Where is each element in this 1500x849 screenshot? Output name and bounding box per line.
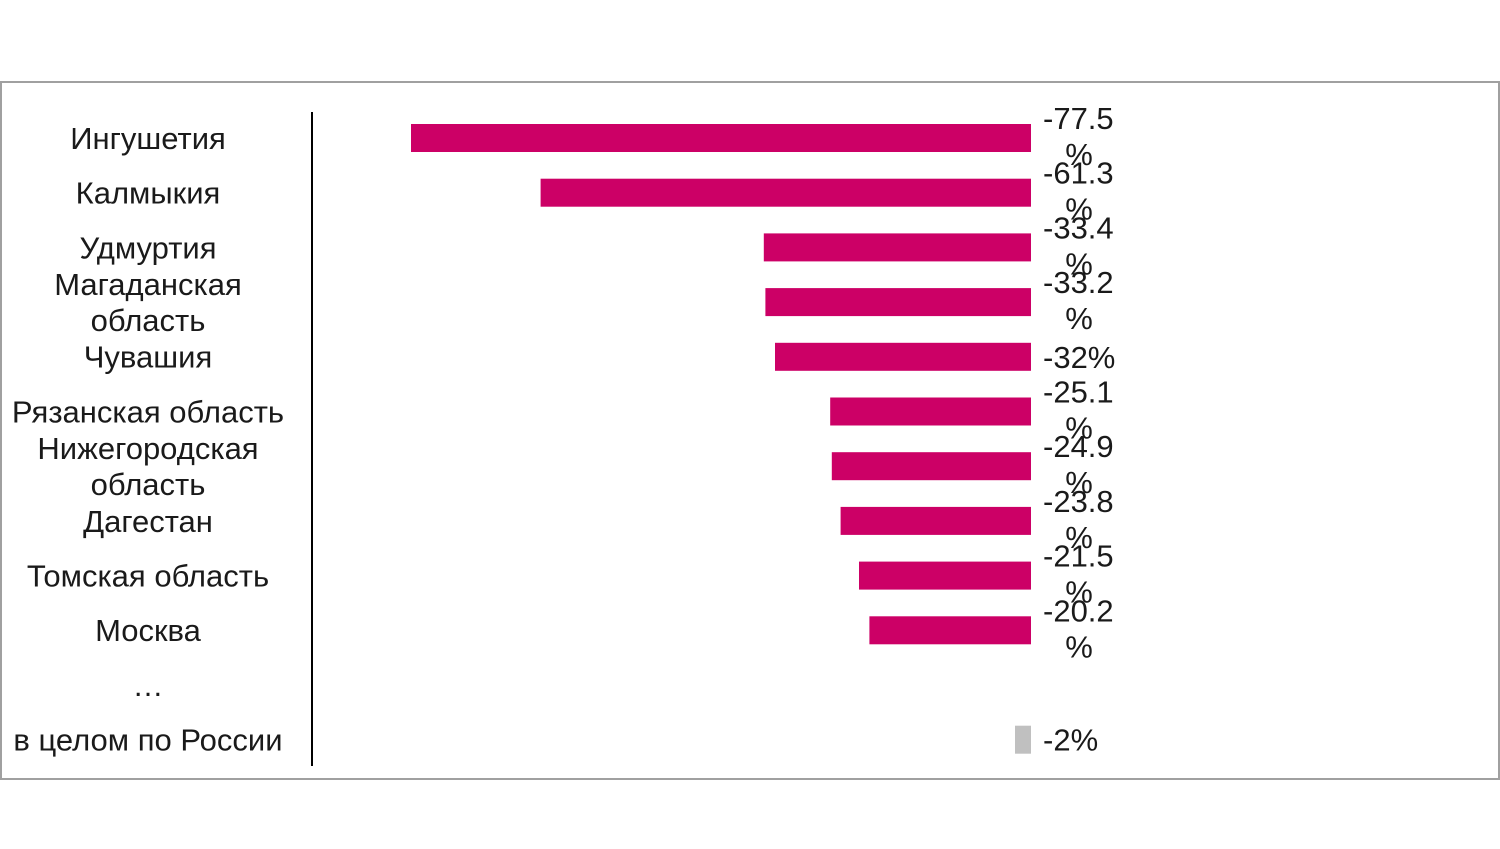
bar bbox=[763, 233, 1031, 262]
value-label-line: -23.8 bbox=[1043, 484, 1114, 519]
value-label-line: % bbox=[1065, 520, 1093, 555]
value-label-line: % bbox=[1065, 246, 1093, 281]
value-label: -77.5% bbox=[1043, 101, 1114, 172]
category-label: Чувашия bbox=[84, 340, 213, 375]
value-label-line: % bbox=[1065, 411, 1093, 446]
value-label-line: % bbox=[1065, 629, 1093, 664]
category-label: Ингушетия bbox=[70, 121, 226, 156]
value-label: -32% bbox=[1043, 340, 1115, 375]
bar bbox=[840, 506, 1031, 535]
value-label-line: -33.4 bbox=[1043, 210, 1114, 245]
bar bbox=[775, 342, 1031, 371]
value-label: -33.4% bbox=[1043, 210, 1114, 281]
category-label-line: Рязанская область bbox=[12, 394, 284, 429]
bar bbox=[411, 124, 1031, 152]
category-label: Рязанская область bbox=[12, 394, 284, 429]
category-label-line: область bbox=[91, 467, 206, 502]
value-label-line: % bbox=[1065, 301, 1093, 336]
value-label: -61.3% bbox=[1043, 156, 1114, 227]
category-label: Калмыкия bbox=[76, 176, 221, 211]
value-label-line: % bbox=[1065, 192, 1093, 227]
bar bbox=[831, 452, 1031, 481]
chart-marks: Ингушетия -77.5 % Калмыкия -61.3 % Удмуртия -33… bbox=[12, 101, 1115, 758]
value-label-line: -33.2 bbox=[1043, 265, 1114, 300]
category-label-line: Калмыкия bbox=[76, 176, 221, 211]
category-label-line: Чувашия bbox=[84, 340, 213, 375]
bar bbox=[830, 397, 1031, 426]
category-label: Москва bbox=[95, 613, 202, 648]
category-label: в целом по России bbox=[13, 723, 282, 758]
bar bbox=[869, 616, 1031, 645]
category-label: Удмуртия bbox=[79, 230, 216, 265]
category-label-line: область bbox=[91, 303, 206, 338]
category-label-line: Магаданская bbox=[54, 267, 242, 302]
value-label-line: -21.5 bbox=[1043, 539, 1114, 574]
category-label-line: Дагестан bbox=[83, 504, 213, 539]
category-label-line: Томская область bbox=[27, 558, 269, 593]
bar bbox=[765, 288, 1031, 317]
value-label: -33.2% bbox=[1043, 265, 1114, 336]
total-bar bbox=[1015, 725, 1031, 754]
value-label-line: -32% bbox=[1043, 340, 1115, 375]
bar bbox=[540, 178, 1031, 207]
value-label: -23.8% bbox=[1043, 484, 1114, 555]
value-label: -25.1% bbox=[1043, 375, 1114, 446]
category-label-line: Ингушетия bbox=[70, 121, 226, 156]
category-label: … bbox=[133, 668, 164, 703]
category-label-line: Москва bbox=[95, 613, 202, 648]
category-label-line: … bbox=[133, 668, 164, 703]
value-label-line: -20.2 bbox=[1043, 593, 1114, 628]
value-label-line: -61.3 bbox=[1043, 156, 1114, 191]
category-label-line: в целом по России bbox=[13, 723, 282, 758]
value-label: -24.9% bbox=[1043, 429, 1114, 500]
category-label: Нижегородская область bbox=[37, 431, 258, 502]
value-label-line: % bbox=[1065, 137, 1093, 172]
category-label: Дагестан bbox=[83, 504, 213, 539]
value-label: -21.5% bbox=[1043, 539, 1114, 610]
value-label: -2% bbox=[1043, 723, 1098, 758]
value-label-line: % bbox=[1065, 575, 1093, 610]
value-label-line: -77.5 bbox=[1043, 101, 1114, 136]
category-label-line: Нижегородская bbox=[37, 431, 258, 466]
value-label-line: -2% bbox=[1043, 723, 1098, 758]
category-label: Томская область bbox=[27, 558, 269, 593]
value-label-line: -25.1 bbox=[1043, 375, 1114, 410]
category-label-line: Удмуртия bbox=[79, 230, 216, 265]
value-label: -20.2% bbox=[1043, 593, 1114, 664]
value-label-line: % bbox=[1065, 465, 1093, 500]
category-label: Магаданская область bbox=[54, 267, 242, 338]
bar bbox=[859, 561, 1031, 590]
value-label-line: -24.9 bbox=[1043, 429, 1114, 464]
